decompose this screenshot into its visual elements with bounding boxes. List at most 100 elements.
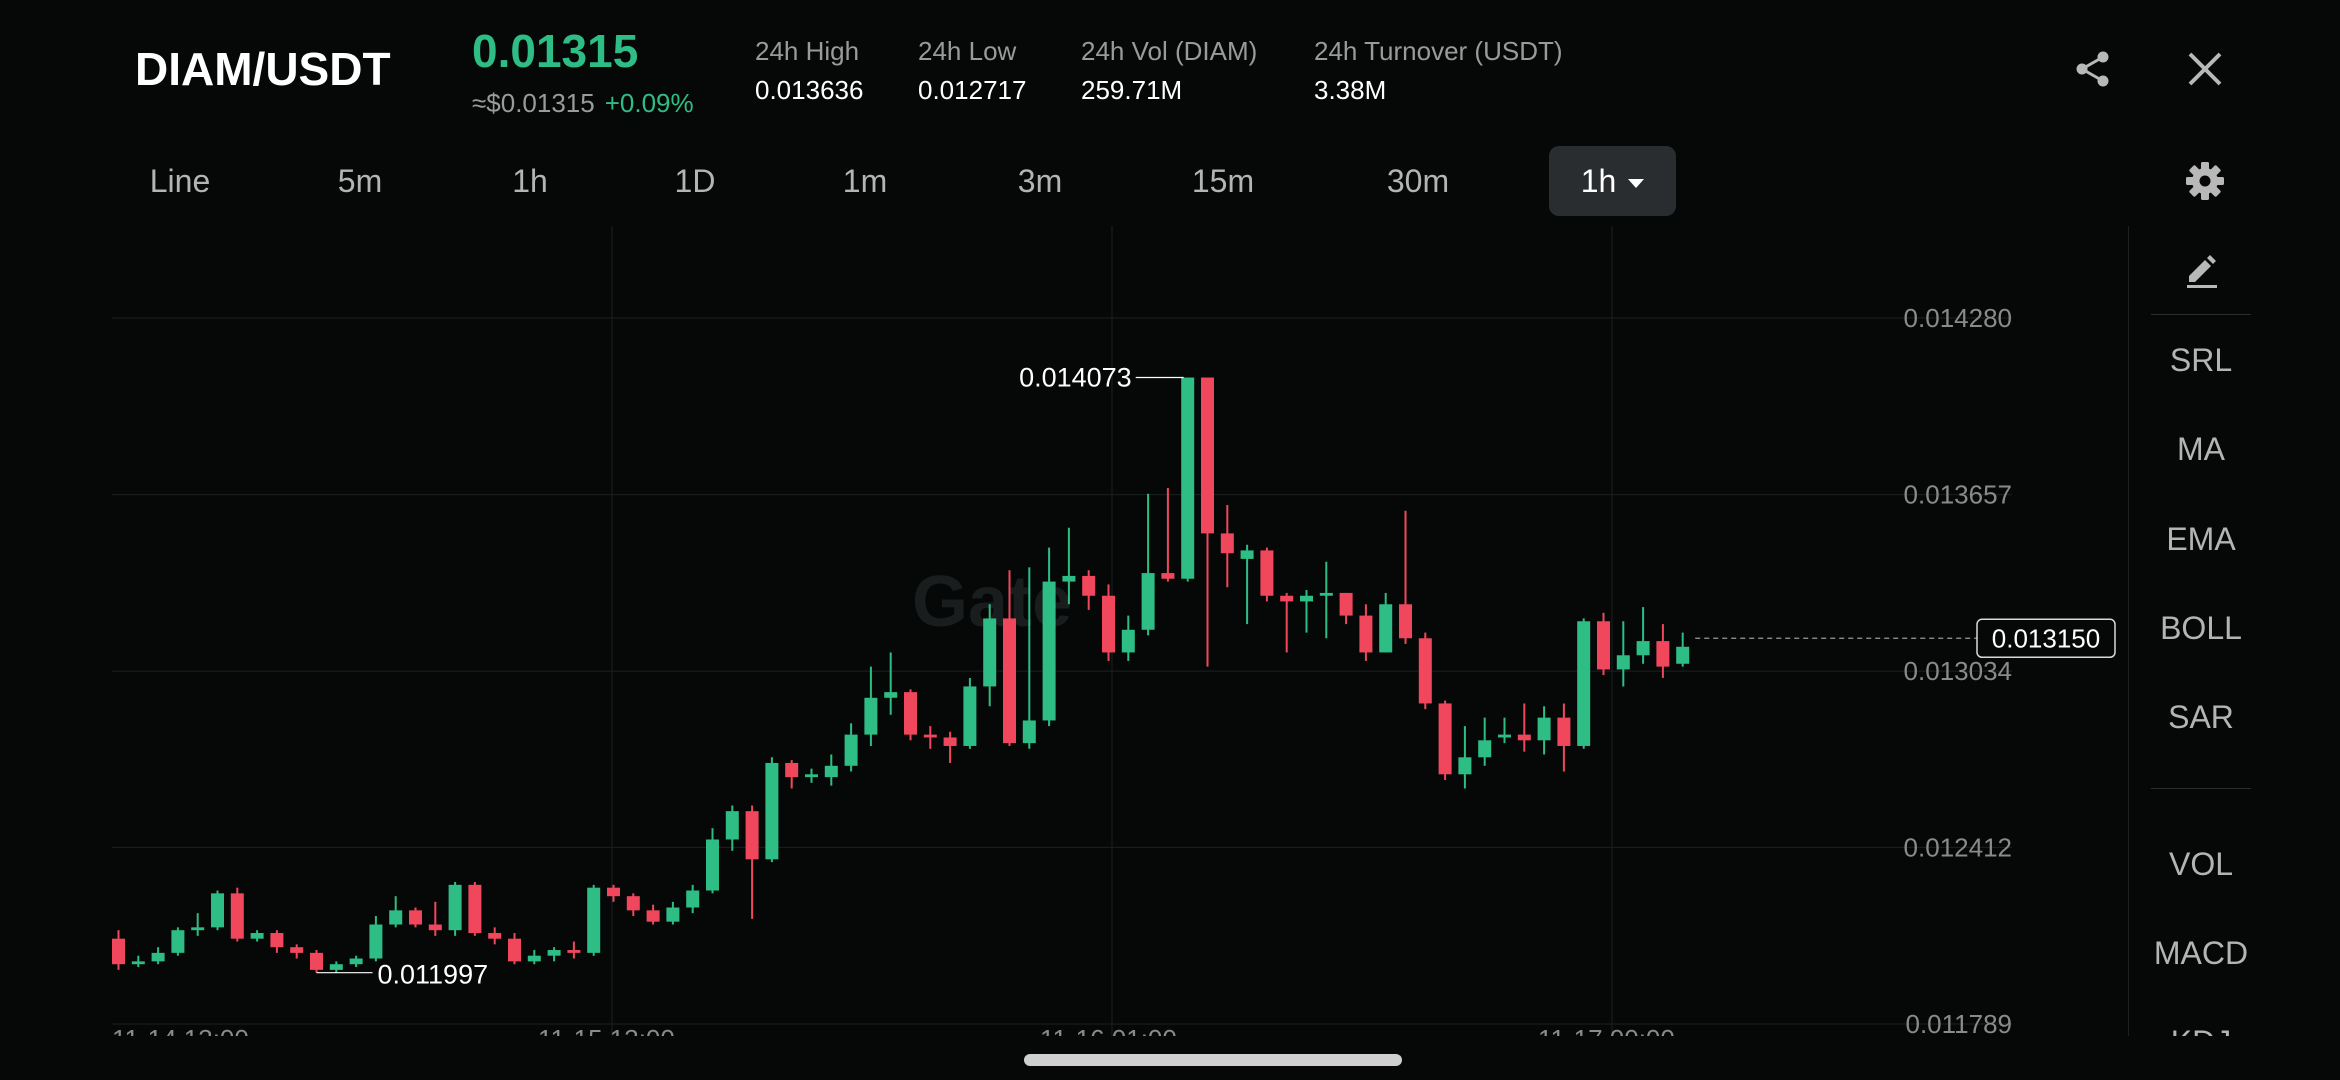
- stat-24h-high: 24h High 0.013636: [755, 36, 863, 106]
- drawing-tool-button[interactable]: [2129, 244, 2273, 294]
- candle-body: [270, 933, 284, 948]
- candle-body: [1577, 621, 1591, 746]
- candle-body: [1042, 581, 1056, 721]
- usd-price-line: ≈$0.01315 +0.09%: [472, 88, 694, 119]
- indicator-sar[interactable]: SAR: [2168, 699, 2234, 735]
- tab-label: 1h: [1580, 163, 1617, 199]
- stat-24h-low: 24h Low 0.012717: [918, 36, 1026, 106]
- candle-body: [904, 692, 917, 735]
- candle-body: [527, 955, 541, 962]
- indicator-srl[interactable]: SRL: [2169, 342, 2233, 378]
- current-price-tag: [1976, 618, 2116, 659]
- y-tick-label: 0.013034: [1904, 656, 2012, 686]
- candle-body: [686, 890, 700, 908]
- indicator-boll[interactable]: BOLL: [2160, 610, 2242, 646]
- low-price-label: 0.011997: [378, 960, 489, 990]
- candle-body: [1676, 646, 1690, 664]
- sidebar-divider: [2151, 314, 2251, 315]
- tab-30m[interactable]: 30m: [1386, 163, 1450, 199]
- candle-body: [1478, 740, 1492, 758]
- pair-title: DIAM/USDT: [135, 43, 391, 95]
- candle-body: [567, 950, 581, 953]
- candle-body: [1498, 734, 1511, 738]
- tab-1h[interactable]: 1h: [512, 163, 548, 199]
- price-change: +0.09%: [604, 88, 694, 118]
- candle-body: [112, 938, 125, 965]
- candle-body: [1438, 703, 1452, 775]
- candle-body: [488, 933, 502, 939]
- candlestick-chart[interactable]: Gate 0.014280 0.013657 0.013034 0.012412 0.0…: [112, 226, 2128, 1054]
- candle-body: [1240, 550, 1254, 559]
- pencil-icon: [2187, 255, 2217, 288]
- tab-1h-dropdown[interactable]: 1h: [1549, 146, 1676, 216]
- candle-body: [1656, 641, 1670, 667]
- indicator-ma[interactable]: MA: [2177, 431, 2225, 467]
- candle-body: [963, 686, 977, 746]
- candle-body: [1280, 595, 1294, 602]
- x-axis: 11-14 13:00 11-15 13:00 11-16 01:00 11-17 0…: [112, 1024, 1675, 1054]
- candle-body: [1161, 573, 1175, 579]
- indicator-kdj-label: KDJ: [2129, 1024, 2273, 1036]
- tab-line[interactable]: Line: [149, 163, 211, 199]
- candle-body: [884, 692, 898, 698]
- candle-body: [1141, 573, 1155, 630]
- y-tick-label: 0.011789: [1905, 1009, 2012, 1036]
- candle-body: [1201, 377, 1214, 534]
- stat-value: 259.71M: [1081, 75, 1183, 105]
- usd-price: ≈$0.01315: [472, 88, 595, 118]
- close-button[interactable]: [2180, 44, 2230, 94]
- candle-body: [745, 811, 759, 860]
- share-button[interactable]: [2068, 44, 2118, 94]
- candle-body: [1300, 595, 1313, 602]
- candle-body: [1597, 621, 1610, 670]
- candle-body: [349, 958, 363, 965]
- candle-body: [329, 964, 343, 970]
- stat-label: 24h Vol (DIAM): [1081, 36, 1258, 66]
- tab-5m[interactable]: 5m: [337, 163, 383, 199]
- chart-settings-button[interactable]: [2180, 156, 2230, 206]
- candle-body: [923, 734, 937, 738]
- candle-body: [666, 907, 680, 922]
- sidebar-divider: [2151, 788, 2251, 789]
- tab-1m[interactable]: 1m: [842, 163, 888, 199]
- price-annotations: 0.014073 0.011997 0.013150: [316, 363, 2116, 990]
- indicator-ema[interactable]: EMA: [2166, 521, 2236, 557]
- candle-body: [1537, 717, 1551, 741]
- candle-body: [1399, 604, 1412, 639]
- stat-label: 24h Turnover (USDT): [1314, 36, 1563, 66]
- candle-body: [250, 933, 264, 939]
- indicator-macd[interactable]: MACD: [2153, 935, 2249, 971]
- tab-15m[interactable]: 15m: [1191, 163, 1255, 199]
- candle-body: [725, 811, 739, 840]
- candle-body: [1636, 641, 1650, 656]
- x-tick-label: 11-16 01:00: [1040, 1024, 1177, 1036]
- candle-body: [765, 762, 779, 860]
- stat-24h-vol: 24h Vol (DIAM) 259.71M: [1081, 36, 1257, 106]
- home-indicator[interactable]: [1024, 1054, 1402, 1066]
- candle-body: [983, 618, 997, 687]
- candle-body: [626, 896, 640, 911]
- last-price: 0.01315: [472, 25, 639, 77]
- candle-body: [1121, 629, 1135, 653]
- candle-body: [824, 765, 838, 778]
- candle-body: [230, 893, 244, 939]
- tab-1d[interactable]: 1D: [674, 163, 716, 199]
- tab-3m[interactable]: 3m: [1017, 163, 1063, 199]
- candle-body: [389, 910, 403, 925]
- candle-body: [1418, 638, 1432, 704]
- candle-body: [1022, 720, 1036, 744]
- candle-body: [943, 737, 957, 746]
- candle-body: [448, 884, 462, 931]
- gear-icon: [2186, 162, 2224, 200]
- candle-body: [171, 930, 185, 953]
- candle-body: [1616, 655, 1630, 670]
- candle-body: [508, 938, 521, 962]
- candle-body: [587, 887, 601, 953]
- candle-body: [1181, 377, 1195, 579]
- y-tick-label: 0.012412: [1904, 832, 2012, 862]
- candle-body: [1102, 595, 1115, 653]
- indicator-kdj[interactable]: KDJ: [2129, 1024, 2273, 1036]
- indicator-vol[interactable]: VOL: [2168, 846, 2234, 882]
- candle-body: [1003, 618, 1016, 744]
- stat-label: 24h Low: [918, 36, 1017, 66]
